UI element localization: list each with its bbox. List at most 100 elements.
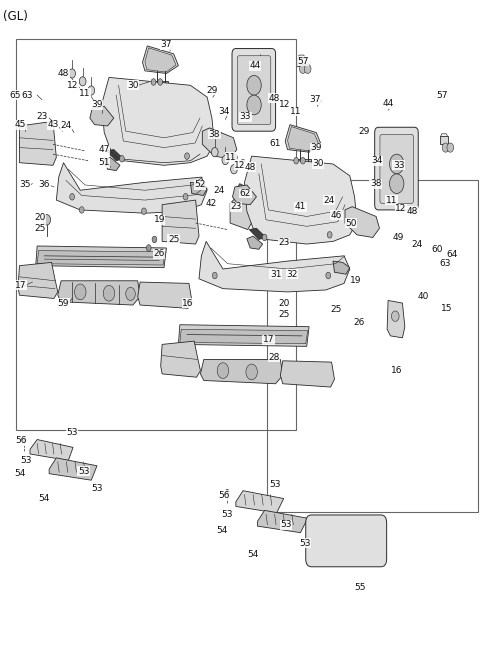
Circle shape [70,194,74,200]
Text: 28: 28 [268,353,280,362]
Text: 56: 56 [16,436,27,445]
Text: 53: 53 [21,456,32,465]
Polygon shape [58,281,140,305]
Circle shape [88,86,95,95]
Circle shape [327,232,332,238]
Text: 53: 53 [66,428,78,438]
Circle shape [212,272,217,279]
Polygon shape [285,125,321,152]
Text: 26: 26 [154,249,165,258]
Polygon shape [143,46,179,73]
Polygon shape [288,127,319,151]
Polygon shape [333,261,350,274]
Circle shape [69,69,75,78]
Polygon shape [104,157,120,171]
Circle shape [391,311,399,321]
Circle shape [326,272,331,279]
Polygon shape [90,106,114,126]
FancyBboxPatch shape [306,515,387,567]
Text: 25: 25 [34,224,45,233]
Text: 49: 49 [393,233,404,242]
Circle shape [151,79,156,85]
Text: 12: 12 [279,100,290,110]
Polygon shape [230,197,255,230]
FancyBboxPatch shape [232,49,276,131]
Text: 24: 24 [324,195,335,205]
Text: 33: 33 [240,112,251,121]
Text: 11: 11 [290,107,301,116]
Text: 63: 63 [22,91,33,100]
Text: 19: 19 [350,276,361,285]
Text: 53: 53 [269,480,281,489]
Text: 32: 32 [287,270,298,279]
Text: 37: 37 [309,95,321,104]
Text: 54: 54 [247,550,258,559]
Text: 53: 53 [280,520,292,529]
Text: 25: 25 [168,235,180,244]
Text: 63: 63 [440,259,451,268]
Text: 53: 53 [78,466,89,476]
Text: 62: 62 [240,189,251,198]
Polygon shape [440,136,448,144]
Polygon shape [49,458,97,480]
Polygon shape [247,236,263,249]
Circle shape [300,64,306,73]
Text: 48: 48 [58,69,69,78]
Text: 38: 38 [370,179,382,188]
Text: 24: 24 [411,239,422,249]
Text: 44: 44 [383,99,394,108]
Polygon shape [199,241,350,292]
Circle shape [390,174,404,194]
Polygon shape [56,163,207,213]
Text: 53: 53 [221,510,233,520]
FancyBboxPatch shape [375,127,418,210]
Circle shape [146,245,151,251]
Text: 54: 54 [15,469,26,478]
Text: 30: 30 [312,159,324,169]
Polygon shape [36,246,167,268]
Circle shape [304,64,311,73]
Circle shape [262,234,267,241]
FancyBboxPatch shape [380,134,413,203]
Text: 53: 53 [91,484,103,493]
Text: 15: 15 [441,304,452,313]
Text: 11: 11 [386,195,397,205]
Circle shape [247,95,261,115]
Polygon shape [345,207,380,237]
Text: 61: 61 [269,138,281,148]
Text: 45: 45 [15,120,26,129]
Text: 11: 11 [225,153,237,162]
Circle shape [79,207,84,213]
Text: 65: 65 [9,91,21,100]
Text: 31: 31 [270,270,281,279]
Text: 23: 23 [278,238,289,247]
Polygon shape [232,185,256,205]
Text: 39: 39 [311,143,322,152]
Circle shape [142,208,146,215]
Text: 50: 50 [345,218,357,228]
Polygon shape [20,121,56,165]
Text: 17: 17 [15,281,26,290]
Polygon shape [297,159,311,163]
Circle shape [217,363,228,379]
Text: 48: 48 [268,94,280,103]
Text: 25: 25 [278,310,289,319]
Text: 34: 34 [218,107,229,116]
Text: 48: 48 [407,207,418,216]
Text: 33: 33 [393,161,404,170]
Polygon shape [37,251,165,265]
Circle shape [390,154,404,174]
Text: 36: 36 [38,180,50,190]
Circle shape [247,75,261,95]
Text: 54: 54 [39,494,50,503]
Bar [16,39,296,430]
Text: 19: 19 [154,215,165,224]
Text: 42: 42 [205,199,216,208]
Circle shape [79,77,86,86]
Text: 29: 29 [359,127,370,136]
Circle shape [74,284,86,300]
Polygon shape [201,359,283,384]
Text: 17: 17 [263,335,274,344]
Text: 12: 12 [396,204,407,213]
Polygon shape [387,300,405,338]
